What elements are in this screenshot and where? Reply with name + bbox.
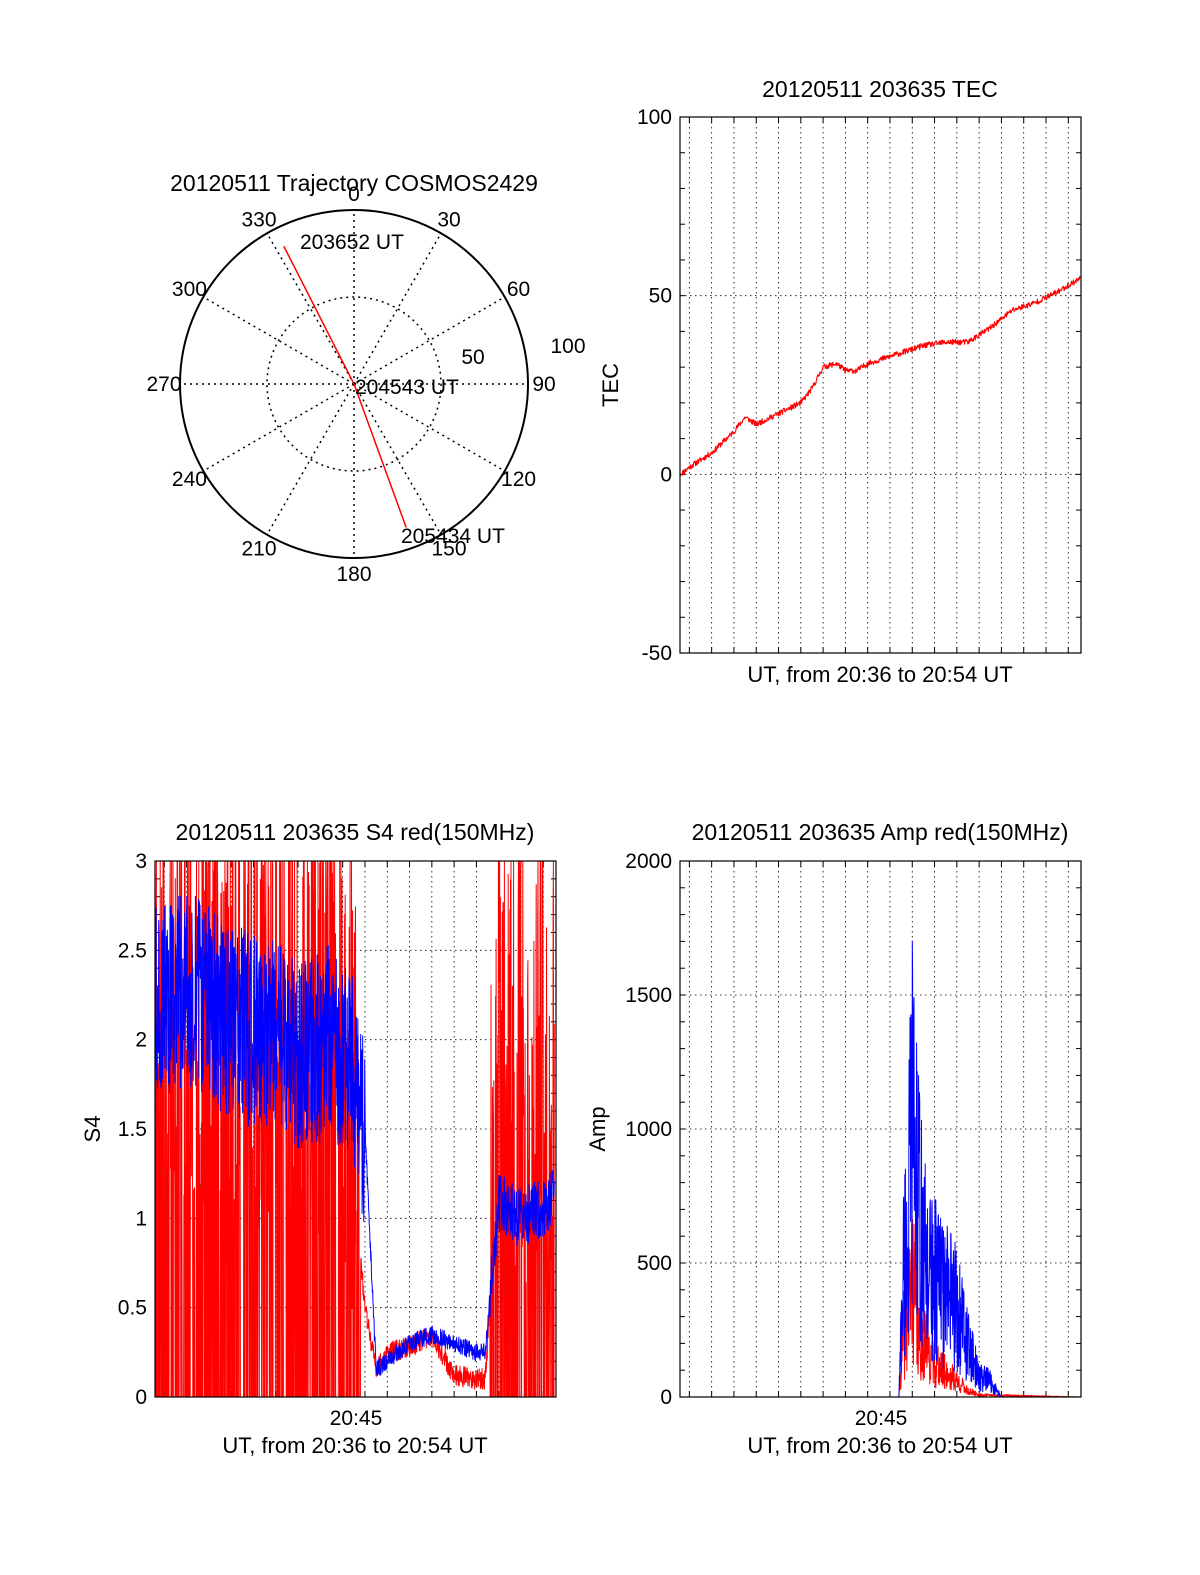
- tec-title: 20120511 203635 TEC: [762, 76, 998, 102]
- amp-y-tick-labels: 0 500 1000 1500 2000: [625, 850, 672, 1409]
- tec-x-label: UT, from 20:36 to 20:54 UT: [747, 662, 1012, 687]
- tec-series-line: [680, 275, 1082, 476]
- y-tick-label: 0.5: [118, 1297, 147, 1320]
- polar-spoke: [202, 296, 355, 385]
- polar-azimuth-label: 330: [241, 208, 276, 231]
- y-tick-label: 3: [135, 850, 147, 873]
- y-tick-label: 0: [135, 1386, 147, 1409]
- polar-annotation-mid: 204543 UT: [355, 376, 459, 399]
- y-tick-label: 50: [649, 285, 672, 308]
- polar-azimuth-label: 30: [437, 208, 460, 231]
- polar-azimuth-label: 90: [532, 373, 555, 396]
- amp-x-label: UT, from 20:36 to 20:54 UT: [747, 1433, 1012, 1458]
- polar-spoke: [266, 383, 355, 536]
- polar-outer-circle: [179, 209, 529, 559]
- tec-y-label: TEC: [598, 363, 623, 407]
- s4-panel: 20120511 203635 S4 red(150MHz) 0 0.5 1 1.5 2…: [80, 819, 557, 1458]
- polar-azimuth-label: 300: [172, 278, 207, 301]
- s4-axes-frame: [154, 860, 557, 1398]
- polar-azimuth-label: 210: [241, 538, 276, 561]
- polar-azimuth-label: 270: [146, 373, 181, 396]
- tec-y-tick-labels: -50 0 50 100: [637, 106, 672, 665]
- y-tick-label: 0: [660, 463, 672, 486]
- amp-series: [680, 940, 1082, 1398]
- s4-x-tick-label: 20:45: [330, 1407, 383, 1430]
- y-tick-label: 1000: [625, 1118, 672, 1141]
- y-tick-label: 2: [135, 1029, 147, 1052]
- s4-series: [155, 860, 555, 1398]
- polar-spoke: [353, 383, 506, 472]
- polar-radius-label-50: 50: [461, 346, 484, 369]
- y-tick-label: -50: [642, 642, 672, 665]
- y-tick-label: 1.5: [118, 1118, 147, 1141]
- s4-series-line: [155, 895, 555, 1376]
- polar-annotation-end: 205434 UT: [401, 525, 505, 548]
- amp-grid: [680, 860, 1081, 1398]
- polar-radius-label-100: 100: [550, 335, 585, 358]
- polar-spoke: [202, 383, 355, 472]
- amp-y-label: Amp: [585, 1106, 610, 1151]
- polar-annotation-start: 203652 UT: [300, 231, 404, 254]
- y-tick-label: 1: [135, 1207, 147, 1230]
- polar-azimuth-label: 240: [172, 468, 207, 491]
- polar-azimuth-label: 180: [336, 563, 371, 586]
- s4-title: 20120511 203635 S4 red(150MHz): [176, 819, 535, 845]
- y-tick-label: 1500: [625, 984, 672, 1007]
- s4-x-label: UT, from 20:36 to 20:54 UT: [222, 1433, 487, 1458]
- polar-spoke: [353, 296, 506, 385]
- polar-spoke: [353, 232, 442, 385]
- polar-azimuth-label: 120: [501, 468, 536, 491]
- y-tick-label: 500: [637, 1252, 672, 1275]
- polar-azimuth-label: 60: [507, 278, 530, 301]
- polar-inner-circle: [266, 296, 442, 472]
- polar-azimuth-label: 150: [431, 538, 466, 561]
- amp-series-line: [680, 940, 1082, 1398]
- polar-panel: 20120511 Trajectory COSMOS2429 0 30 60 90 12…: [146, 170, 585, 586]
- amp-axes-frame: [679, 860, 1082, 1398]
- tec-panel: 20120511 203635 TEC -50 0 50 100 UT, from 2…: [598, 76, 1082, 687]
- tec-series: [680, 275, 1082, 476]
- y-tick-label: 0: [660, 1386, 672, 1409]
- y-tick-label: 2.5: [118, 939, 147, 962]
- s4-y-label: S4: [80, 1116, 105, 1143]
- polar-spokes: [180, 210, 528, 558]
- amp-x-tick-label: 20:45: [855, 1407, 908, 1430]
- polar-title: 20120511 Trajectory COSMOS2429: [170, 170, 538, 196]
- y-tick-label: 2000: [625, 850, 672, 873]
- polar-azimuth-labels: 0 30 60 90 120 150 180 210 240 270 300 330: [146, 183, 555, 586]
- s4-y-tick-labels: 0 0.5 1 1.5 2 2.5 3: [118, 850, 147, 1409]
- polar-trajectory-line: [283, 245, 407, 528]
- tec-grid: [680, 116, 1081, 654]
- polar-spoke: [353, 383, 442, 536]
- tec-axes-frame: [679, 116, 1082, 654]
- amp-title: 20120511 203635 Amp red(150MHz): [692, 819, 1069, 845]
- polar-azimuth-label: 0: [348, 183, 360, 206]
- amp-panel: 20120511 203635 Amp red(150MHz) 0 500 1000…: [585, 819, 1082, 1458]
- polar-spoke: [266, 232, 355, 385]
- y-tick-label: 100: [637, 106, 672, 129]
- amp-series-line: [680, 1218, 1082, 1398]
